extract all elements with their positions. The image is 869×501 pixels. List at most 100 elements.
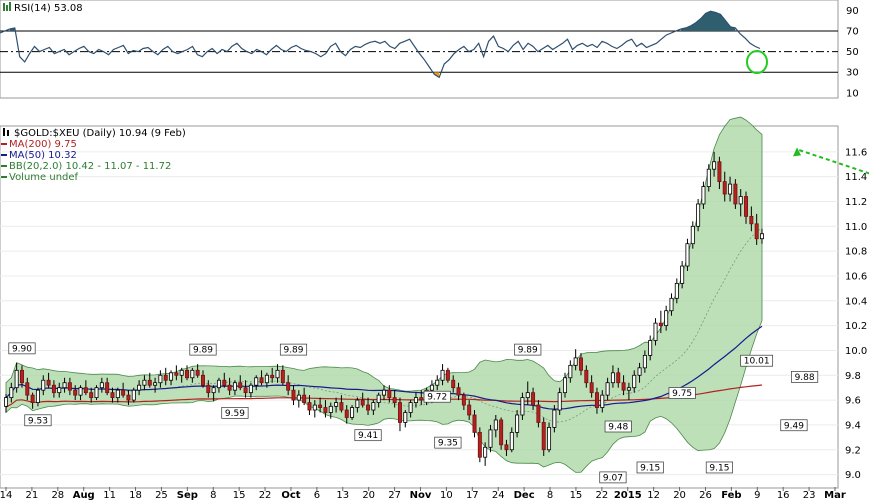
candle xyxy=(445,367,450,383)
candle xyxy=(360,392,365,408)
candle xyxy=(648,335,653,361)
date-tick-label: 8 xyxy=(210,490,216,501)
candle xyxy=(121,382,126,398)
price-tick-label: 9.2 xyxy=(845,445,861,456)
annotation-label: 9.49 xyxy=(784,421,804,431)
candle xyxy=(605,377,610,401)
date-tick-label: 6 xyxy=(314,490,320,501)
candle xyxy=(142,375,147,391)
candle xyxy=(467,400,472,420)
legend-entry: MA(200) 9.75 xyxy=(9,139,77,150)
candle xyxy=(323,400,328,418)
rsi-tick-label: 70 xyxy=(846,26,859,37)
candle xyxy=(286,375,291,396)
candle xyxy=(222,372,227,388)
price-annotation: 9.72 xyxy=(423,390,451,403)
candle xyxy=(94,385,99,401)
candle xyxy=(754,213,759,245)
candle xyxy=(632,370,637,393)
candle xyxy=(190,367,195,383)
candle xyxy=(41,375,46,396)
candle xyxy=(254,375,259,391)
price-tick-label: 11.4 xyxy=(845,172,867,183)
candle xyxy=(552,405,557,433)
candle xyxy=(760,228,764,244)
candle xyxy=(57,382,62,398)
candle xyxy=(706,164,711,192)
candle xyxy=(232,380,237,396)
date-tick-label: 26 xyxy=(699,490,712,501)
candle xyxy=(264,372,269,388)
annotation-label: 9.88 xyxy=(795,373,815,383)
annotation-label: 9.15 xyxy=(709,463,729,473)
candle xyxy=(382,385,386,401)
candle xyxy=(701,181,706,209)
price-annotation: 9.88 xyxy=(791,370,819,383)
candle xyxy=(557,387,562,415)
candle xyxy=(371,400,376,415)
price-tick-label: 11.2 xyxy=(845,197,867,208)
candle xyxy=(499,417,504,450)
candle xyxy=(169,370,174,386)
candle xyxy=(238,375,243,391)
candle xyxy=(259,370,264,386)
annotation-label: 9.89 xyxy=(193,346,213,356)
candle xyxy=(30,392,35,409)
candle xyxy=(392,390,397,408)
date-tick-label: 23 xyxy=(803,490,816,501)
candle xyxy=(110,387,115,403)
candle xyxy=(350,405,355,420)
candle xyxy=(248,382,253,398)
candle xyxy=(712,151,717,177)
annotation-label: 9.75 xyxy=(672,389,692,399)
price-annotation: 9.15 xyxy=(636,461,664,473)
date-tick-label: Mar xyxy=(824,490,846,501)
price-annotation: 9.89 xyxy=(279,343,308,356)
candle xyxy=(387,385,392,403)
annotation-label: 9.89 xyxy=(518,346,538,356)
candle xyxy=(366,397,371,415)
legend: $GOLD:$XEU (Daily) 10.94 (9 Feb)MA(200) … xyxy=(1,128,186,183)
price-tick-label: 9.8 xyxy=(845,371,861,382)
price-annotation: 9.41 xyxy=(354,429,382,441)
candle xyxy=(637,362,642,383)
date-tick-label: 8 xyxy=(547,490,553,501)
rsi-title-icon xyxy=(3,2,11,11)
candle xyxy=(344,405,349,424)
date-tick-label: 18 xyxy=(129,490,142,501)
candle xyxy=(419,390,424,406)
candle xyxy=(105,377,110,396)
candle xyxy=(515,410,520,438)
annotation-label: 9.90 xyxy=(12,344,32,354)
candle xyxy=(541,417,546,456)
candle xyxy=(62,377,67,393)
candle xyxy=(621,375,626,396)
price-annotation: 9.53 xyxy=(24,414,52,426)
candle xyxy=(509,427,514,453)
candle xyxy=(163,367,168,386)
candle xyxy=(408,400,413,418)
date-tick-label: 11 xyxy=(103,490,116,501)
candle xyxy=(696,199,701,232)
date-tick-label: Nov xyxy=(410,490,432,501)
date-tick-label: 20 xyxy=(673,490,686,501)
candle xyxy=(531,387,536,411)
date-tick-label: Feb xyxy=(721,490,741,501)
candle xyxy=(126,390,131,406)
price-tick-label: 10.8 xyxy=(845,247,867,258)
date-tick-label: 9 xyxy=(754,490,760,501)
candle xyxy=(728,176,733,202)
annotation-label: 9.07 xyxy=(603,473,623,483)
date-tick-label: 15 xyxy=(233,490,246,501)
annotation-label: 9.72 xyxy=(427,393,447,403)
candle xyxy=(749,206,754,232)
candle xyxy=(35,387,40,407)
date-tick-label: 22 xyxy=(259,490,272,501)
price-axis: 9.0 9.2 9.4 9.6 9.8 10.0 10.2 10.4 10.6 10.8 11.0 1… xyxy=(845,147,867,481)
candle xyxy=(610,365,615,388)
candle xyxy=(147,372,152,388)
candle xyxy=(51,380,56,398)
price-annotation: 9.49 xyxy=(780,419,808,431)
price-tick-label: 10.0 xyxy=(845,346,867,357)
candle xyxy=(563,372,568,398)
